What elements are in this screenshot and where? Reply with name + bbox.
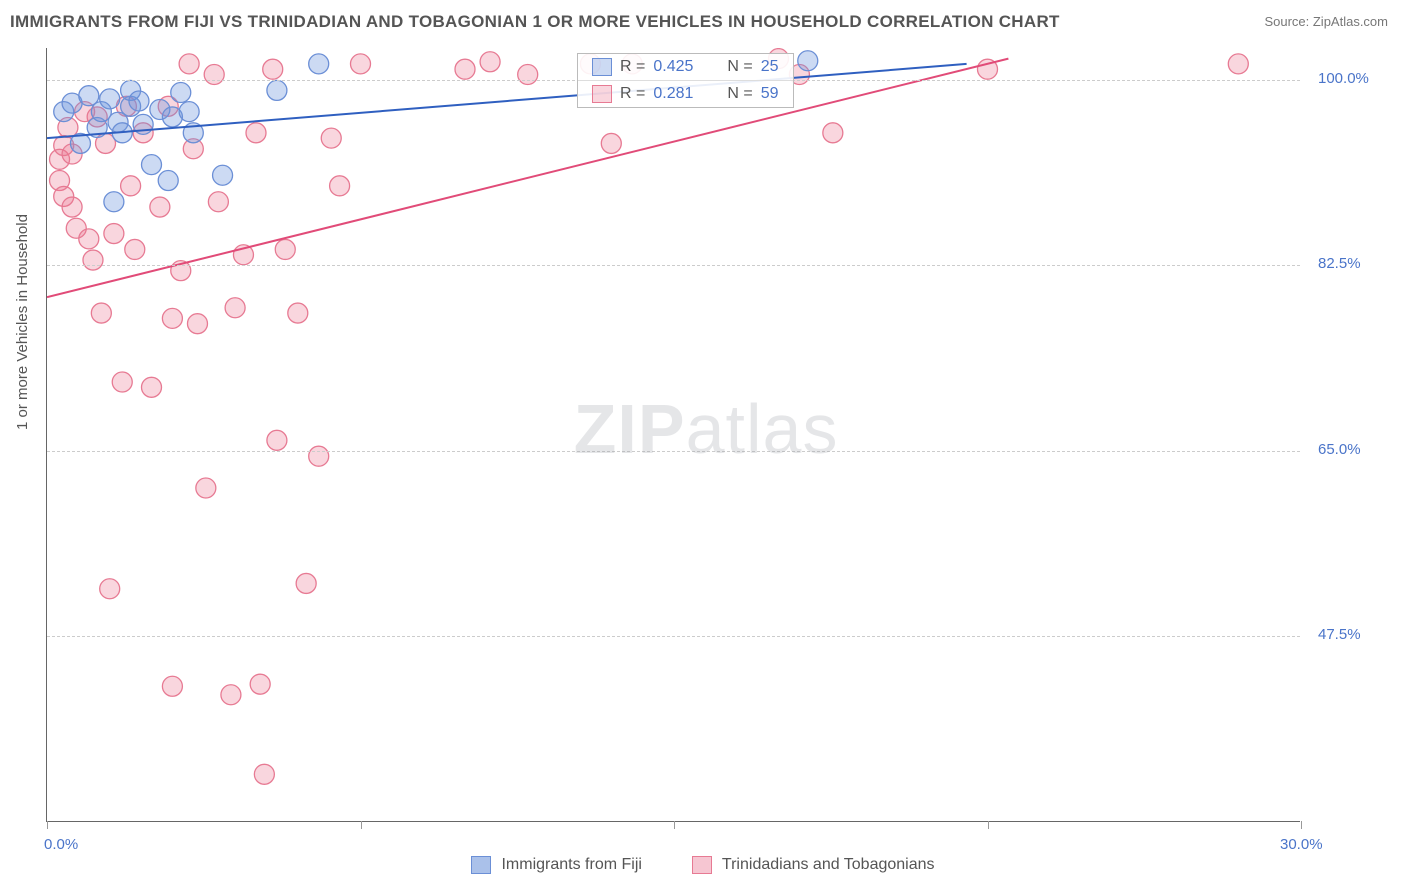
- scatter-chart-svg: [47, 48, 1301, 822]
- legend-item-fiji: Immigrants from Fiji: [471, 856, 641, 874]
- n-value-fiji: 25: [761, 58, 779, 76]
- y-axis-label: 1 or more Vehicles in Household: [14, 214, 31, 430]
- correlation-legend-box: R = 0.425 N = 25 R = 0.281 N = 59: [577, 53, 794, 108]
- legend-swatch-trinidad: [692, 856, 712, 874]
- chart-header: IMMIGRANTS FROM FIJI VS TRINIDADIAN AND …: [0, 0, 1406, 46]
- source-prefix: Source:: [1264, 14, 1312, 29]
- chart-title: IMMIGRANTS FROM FIJI VS TRINIDADIAN AND …: [10, 12, 1060, 31]
- r-prefix: R =: [620, 85, 645, 103]
- n-prefix: N =: [727, 58, 752, 76]
- source-attribution: Source: ZipAtlas.com: [1264, 14, 1388, 29]
- legend-label-fiji: Immigrants from Fiji: [501, 856, 641, 874]
- y-tick-label: 47.5%: [1318, 626, 1361, 643]
- y-tick-label: 65.0%: [1318, 441, 1361, 458]
- n-value-trinidad: 59: [761, 85, 779, 103]
- plot-area: ZIPatlas R = 0.425N = 25R = 0.281N = 59: [46, 48, 1300, 822]
- x-min-label: 0.0%: [44, 836, 78, 853]
- corr-swatch-trinidad: [592, 85, 612, 103]
- r-value-trinidad: 0.281: [653, 85, 693, 103]
- r-prefix: R =: [620, 58, 645, 76]
- y-tick-label: 100.0%: [1318, 70, 1369, 87]
- series-legend: Immigrants from Fiji Trinidadians and To…: [0, 856, 1406, 874]
- r-value-fiji: 0.425: [653, 58, 693, 76]
- correlation-row-fiji: R = 0.425 N = 25: [578, 54, 793, 81]
- x-max-label: 30.0%: [1280, 836, 1323, 853]
- legend-item-trinidad: Trinidadians and Tobagonians: [692, 856, 935, 874]
- correlation-row-trinidad: R = 0.281 N = 59: [578, 81, 793, 107]
- legend-label-trinidad: Trinidadians and Tobagonians: [722, 856, 935, 874]
- n-prefix: N =: [727, 85, 752, 103]
- source-name: ZipAtlas.com: [1313, 14, 1388, 29]
- corr-swatch-fiji: [592, 58, 612, 76]
- y-tick-label: 82.5%: [1318, 255, 1361, 272]
- legend-swatch-fiji: [471, 856, 491, 874]
